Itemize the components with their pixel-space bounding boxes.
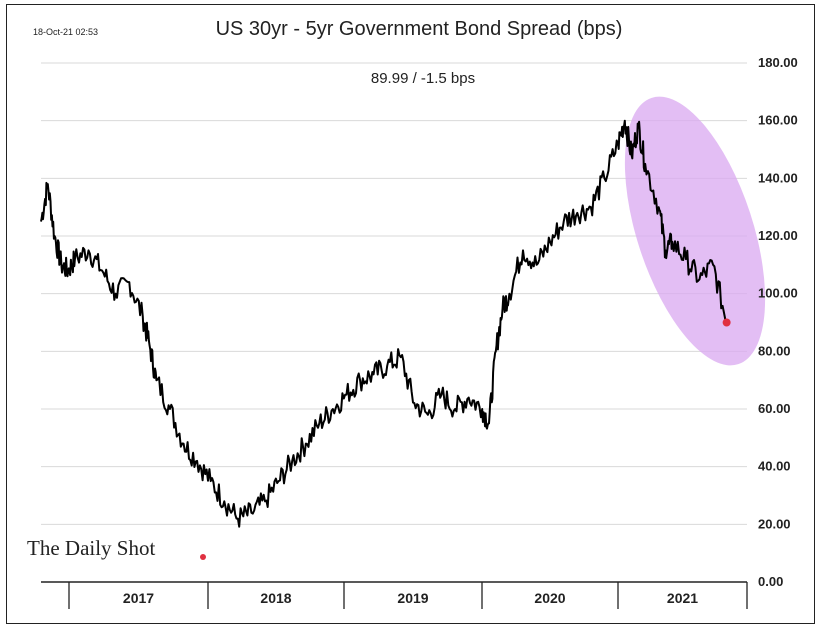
y-tick-label: 20.00 xyxy=(758,516,791,531)
series-line xyxy=(40,119,728,528)
y-tick-label: 180.00 xyxy=(758,55,798,70)
line-chart: 0.00 20.00 40.00 60.00 80.00 100.00 120.00 140.… xyxy=(27,18,798,609)
y-tick-label: 140.00 xyxy=(758,170,798,185)
last-point-marker xyxy=(722,318,731,327)
y-axis-ticks: 0.00 20.00 40.00 60.00 80.00 100.00 120.00 140.… xyxy=(758,55,798,589)
watermark-dot xyxy=(200,554,206,560)
y-tick-label: 120.00 xyxy=(758,228,798,243)
x-category-label: 2017 xyxy=(123,590,154,606)
watermark-text: The Daily Shot xyxy=(27,536,155,560)
timestamp: 18-Oct-21 02:53 xyxy=(33,27,98,37)
y-tick-label: 60.00 xyxy=(758,401,791,416)
y-tick-label: 80.00 xyxy=(758,343,791,358)
chart-frame: 0.00 20.00 40.00 60.00 80.00 100.00 120.00 140.… xyxy=(6,4,815,624)
y-tick-label: 40.00 xyxy=(758,459,791,474)
chart-title: US 30yr - 5yr Government Bond Spread (bp… xyxy=(216,18,623,40)
y-tick-label: 0.00 xyxy=(758,574,783,589)
x-category-label: 2019 xyxy=(397,590,428,606)
y-tick-label: 100.00 xyxy=(758,286,798,301)
x-category-label: 2018 xyxy=(260,590,291,606)
y-tick-label: 160.00 xyxy=(758,113,798,128)
x-axis-categories: 2017 2018 2019 2020 2021 xyxy=(68,582,748,609)
highlight-ellipse xyxy=(624,96,766,366)
x-category-label: 2020 xyxy=(534,590,565,606)
x-category-label: 2021 xyxy=(667,590,698,606)
chart-subtitle: 89.99 / -1.5 bps xyxy=(371,70,475,87)
grid xyxy=(41,62,747,525)
